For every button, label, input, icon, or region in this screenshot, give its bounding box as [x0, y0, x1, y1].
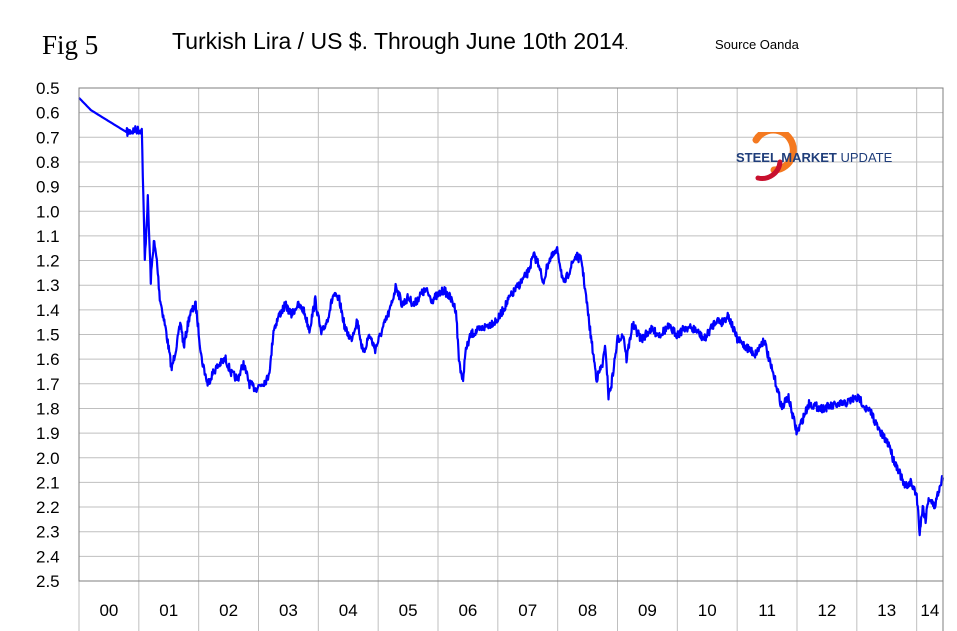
- y-tick-label: 2.2: [36, 498, 60, 517]
- y-tick-label: 2.0: [36, 449, 60, 468]
- y-tick-label: 0.9: [36, 178, 60, 197]
- x-axis: 00 01 02 03 04 05 06 07 08 09 10 11 12 13 14: [79, 580, 944, 631]
- y-tick-label: 1.7: [36, 375, 60, 394]
- figure-label: Fig 5: [42, 30, 99, 60]
- y-tick-label: 1.5: [36, 326, 60, 345]
- series-line-try-usd: [78, 97, 945, 537]
- x-tick-label: 09: [638, 601, 657, 620]
- y-tick-label: 0.5: [36, 79, 60, 98]
- y-tick-label: 1.1: [36, 227, 60, 246]
- chart-title-dot: .: [624, 37, 629, 52]
- y-axis: 0.5 0.6 0.7 0.8 0.9 1.0 1.1 1.2 1.3 1.4 1.5 1.6 1.7 1…: [36, 79, 60, 591]
- x-tick-label: 00: [99, 601, 118, 620]
- x-tick-label: 11: [758, 601, 776, 620]
- logo-text-main: STEEL MARKET: [736, 150, 837, 165]
- x-tick-label: 01: [159, 601, 178, 620]
- y-tick-label: 2.5: [36, 572, 60, 591]
- y-tick-label: 2.1: [36, 473, 60, 492]
- y-tick-label: 2.4: [36, 547, 60, 566]
- y-tick-label: 1.0: [36, 202, 60, 221]
- source-label: Source Oanda: [715, 37, 799, 52]
- x-tick-label: 14: [920, 601, 939, 620]
- svg-text:STEEL MARKET UPDATE: STEEL MARKET UPDATE: [736, 150, 893, 165]
- y-tick-label: 1.9: [36, 424, 60, 443]
- y-tick-label: 1.2: [36, 252, 60, 271]
- chart-title-text: Turkish Lira / US $. Through June 10th 2…: [172, 28, 625, 54]
- x-tick-label: 13: [877, 601, 896, 620]
- y-tick-label: 1.6: [36, 350, 60, 369]
- x-tick-label: 06: [458, 601, 477, 620]
- y-tick-label: 1.8: [36, 399, 60, 418]
- x-tick-label: 08: [578, 601, 597, 620]
- steel-market-update-logo: STEEL MARKET UPDATE: [736, 132, 893, 181]
- grid-lines: [78, 87, 943, 631]
- x-tick-label: 03: [279, 601, 298, 620]
- y-tick-label: 0.8: [36, 153, 60, 172]
- y-tick-label: 0.6: [36, 104, 60, 123]
- x-tick-label: 04: [339, 601, 358, 620]
- y-tick-label: 1.4: [36, 301, 60, 320]
- x-tick-label: 12: [817, 601, 836, 620]
- logo-text-accent: UPDATE: [837, 150, 893, 165]
- logo-orange-arc-icon: [752, 132, 797, 174]
- y-tick-label: 2.3: [36, 523, 60, 542]
- x-tick-label: 05: [399, 601, 418, 620]
- chart-title: Turkish Lira / US $. Through June 10th 2…: [172, 28, 628, 55]
- plot-frame: [78, 87, 944, 582]
- x-tick-label: 07: [518, 601, 537, 620]
- y-tick-label: 0.7: [36, 128, 60, 147]
- logo-red-arc-icon: [755, 159, 783, 181]
- x-tick-label: 02: [219, 601, 238, 620]
- y-tick-label: 1.3: [36, 276, 60, 295]
- x-tick-label: 10: [698, 601, 717, 620]
